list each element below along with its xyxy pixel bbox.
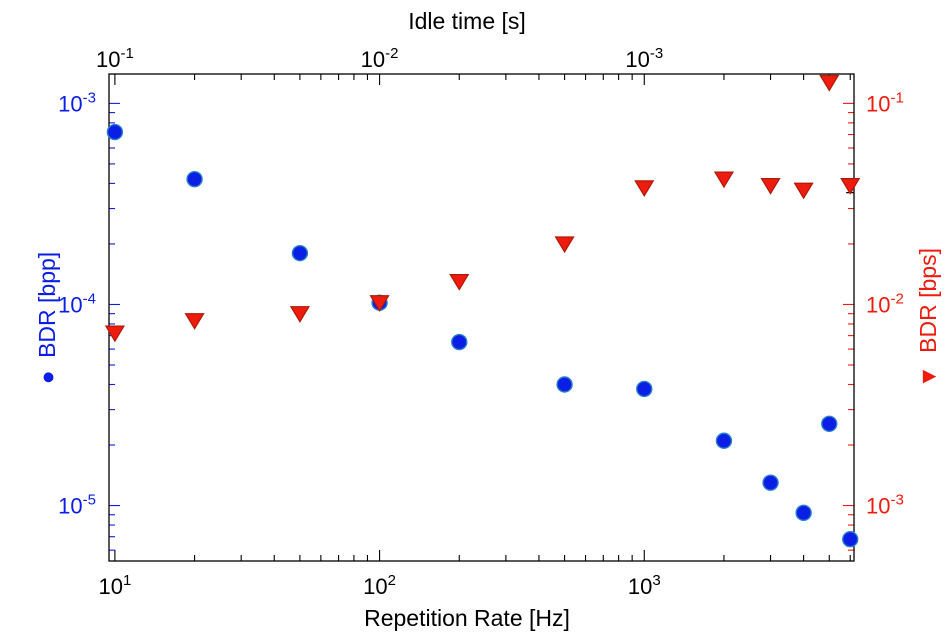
x-tick-label: 103	[628, 572, 661, 599]
x-top-tick-label: 10-2	[361, 45, 399, 72]
data-point-bdr-bpp	[556, 376, 573, 393]
y-right-tick-label: 10-1	[866, 89, 904, 116]
marks-layer	[104, 74, 861, 548]
data-point-bdr-bps	[289, 306, 310, 323]
x-tick-label: 102	[363, 572, 396, 599]
data-point-bdr-bpp	[636, 380, 653, 398]
data-point-bdr-bps	[554, 236, 575, 254]
svg-text:▼ BDR [bps]: ▼ BDR [bps]	[915, 248, 941, 388]
y-right-marker-symbol: ▼	[915, 365, 941, 388]
data-point-bdr-bpp	[451, 333, 468, 351]
y-left-axis-label: BDR [bpp]	[34, 252, 60, 358]
svg-text:● BDR [bpp]: ● BDR [bpp]	[34, 252, 60, 384]
y-left-marker-symbol: ●	[34, 370, 60, 384]
y-right-tick-label: 10-3	[866, 492, 904, 519]
data-point-bdr-bps	[819, 74, 840, 92]
x-top-axis-label: Idle time [s]	[408, 8, 526, 34]
y-right-axis-title: ▼ BDR [bps]	[915, 248, 941, 388]
data-point-bdr-bps	[793, 182, 814, 200]
x-tick-label: 101	[98, 572, 131, 599]
data-point-bdr-bpp	[842, 531, 859, 548]
data-point-bdr-bpp	[795, 504, 812, 522]
data-point-bdr-bps	[760, 178, 781, 195]
data-point-bdr-bps	[184, 313, 205, 330]
data-point-bdr-bpp	[762, 474, 779, 491]
data-point-bdr-bpp	[186, 170, 203, 188]
x-top-tick-label: 10-3	[625, 45, 663, 72]
y-left-tick-label: 10-3	[58, 89, 96, 116]
data-point-bdr-bps	[369, 295, 390, 312]
data-point-bdr-bps	[104, 325, 125, 343]
y-right-axis-label: BDR [bps]	[915, 248, 941, 353]
y-left-axis-title: ● BDR [bpp]	[34, 252, 60, 384]
data-point-bdr-bps	[713, 171, 735, 189]
plot-frame	[108, 73, 855, 562]
data-point-bdr-bps	[449, 273, 470, 291]
x-top-tick-label: 10-1	[96, 45, 134, 72]
data-point-bdr-bpp	[106, 123, 124, 141]
x-axis-label: Repetition Rate [Hz]	[364, 605, 570, 631]
y-left-tick-label: 10-4	[58, 290, 96, 317]
data-point-bdr-bpp	[821, 415, 838, 433]
y-right-tick-label: 10-2	[866, 290, 904, 317]
data-point-bdr-bps	[634, 180, 655, 198]
ticks-layer	[109, 74, 854, 561]
data-point-bdr-bpp	[291, 244, 309, 262]
y-left-tick-label: 10-5	[58, 492, 96, 519]
data-point-bdr-bpp	[715, 432, 733, 449]
data-point-bdr-bps	[840, 178, 861, 195]
